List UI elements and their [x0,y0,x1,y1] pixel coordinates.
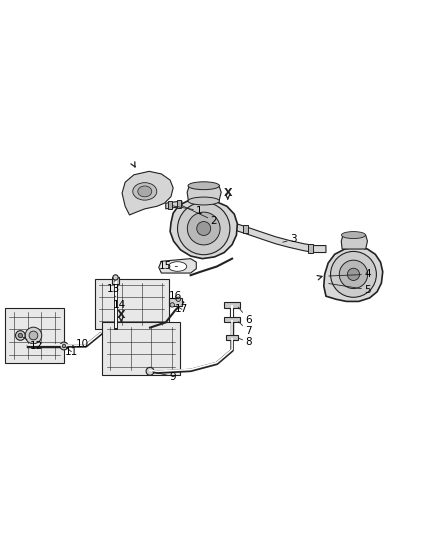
Ellipse shape [347,268,360,280]
Text: 4: 4 [329,269,371,279]
Ellipse shape [176,297,180,302]
Polygon shape [341,235,367,249]
Ellipse shape [197,222,211,236]
Ellipse shape [188,197,219,205]
Ellipse shape [170,303,174,307]
Text: 15: 15 [159,261,177,271]
Ellipse shape [339,260,367,288]
Bar [112,277,120,284]
Ellipse shape [15,330,25,340]
Text: 8: 8 [239,337,252,348]
Text: 10: 10 [72,339,89,349]
Text: 13: 13 [107,280,120,294]
Bar [308,244,313,253]
Polygon shape [187,185,221,201]
Text: 17: 17 [175,304,188,314]
Bar [169,298,182,306]
Text: 3: 3 [283,235,297,245]
Text: X: X [223,188,232,198]
Text: 14: 14 [113,296,126,310]
Polygon shape [170,198,237,259]
Ellipse shape [25,327,42,344]
Bar [243,225,248,233]
Bar [177,200,181,208]
Text: 2: 2 [181,205,217,225]
Ellipse shape [29,331,38,340]
Polygon shape [102,322,180,375]
Ellipse shape [133,183,157,200]
Ellipse shape [187,212,220,245]
Polygon shape [166,201,182,209]
Ellipse shape [113,275,118,280]
Ellipse shape [60,342,68,350]
Bar [224,302,240,308]
Ellipse shape [177,203,230,255]
Text: 12: 12 [23,337,43,351]
Polygon shape [324,247,383,302]
Text: 1: 1 [173,206,203,216]
Text: 11: 11 [65,346,78,357]
Ellipse shape [342,231,365,239]
Polygon shape [237,224,326,253]
Ellipse shape [146,367,154,375]
Ellipse shape [188,182,219,190]
Text: 6: 6 [238,307,252,325]
Polygon shape [5,308,64,364]
Ellipse shape [168,262,187,271]
Ellipse shape [331,252,376,297]
Bar [224,317,240,322]
Ellipse shape [62,344,66,348]
Polygon shape [159,259,196,273]
Text: 9: 9 [153,372,177,382]
Text: 5: 5 [328,284,371,295]
Polygon shape [95,279,169,329]
Text: 7: 7 [239,321,252,336]
Text: 16: 16 [169,291,182,301]
Ellipse shape [138,186,152,197]
Bar [226,335,238,340]
Bar [168,201,172,209]
Text: X: X [117,310,126,320]
Polygon shape [122,171,173,215]
Ellipse shape [18,333,22,338]
